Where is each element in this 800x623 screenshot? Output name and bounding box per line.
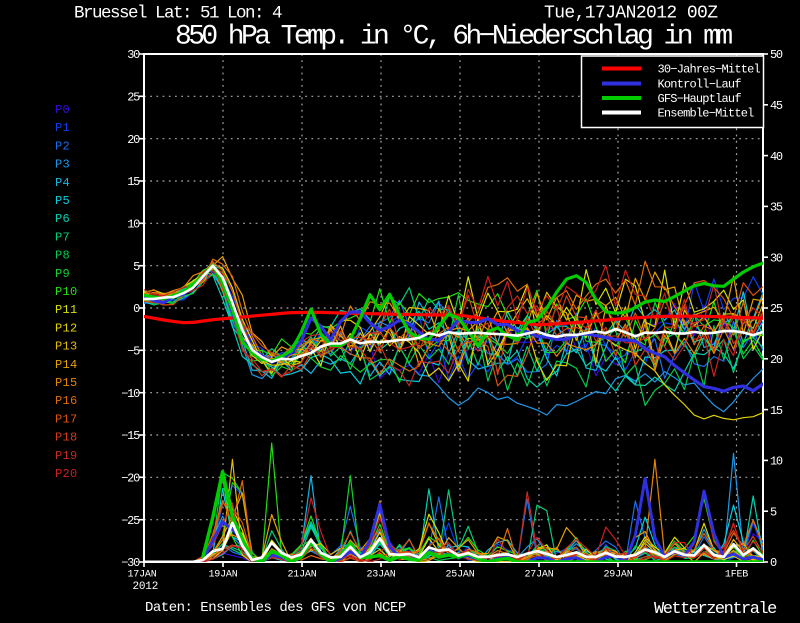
svg-text:P16: P16 <box>55 394 78 408</box>
svg-text:21JAN: 21JAN <box>287 570 316 581</box>
svg-text:P3: P3 <box>55 158 70 172</box>
svg-text:29JAN: 29JAN <box>603 570 632 581</box>
svg-text:25JAN: 25JAN <box>445 570 474 581</box>
svg-text:P7: P7 <box>55 230 70 244</box>
svg-text:2012: 2012 <box>133 581 159 593</box>
svg-text:P1: P1 <box>55 121 70 135</box>
svg-text:P17: P17 <box>55 412 78 426</box>
svg-text:P19: P19 <box>55 449 78 463</box>
svg-text:P0: P0 <box>55 103 70 117</box>
svg-text:−5: −5 <box>127 345 140 359</box>
svg-text:17JAN: 17JAN <box>127 570 156 581</box>
svg-text:25: 25 <box>127 91 140 105</box>
svg-text:15: 15 <box>770 404 783 418</box>
svg-text:19JAN: 19JAN <box>208 570 237 581</box>
svg-text:P11: P11 <box>55 303 78 317</box>
svg-text:5: 5 <box>770 505 777 519</box>
svg-text:P8: P8 <box>55 249 70 263</box>
svg-text:35: 35 <box>770 201 783 215</box>
svg-text:GFS−Hauptlauf: GFS−Hauptlauf <box>658 92 742 106</box>
svg-text:P12: P12 <box>55 321 78 335</box>
svg-text:Kontroll−Lauf: Kontroll−Lauf <box>658 78 742 92</box>
svg-text:P9: P9 <box>55 267 70 281</box>
svg-text:25: 25 <box>770 302 783 316</box>
svg-text:Daten: Ensembles des GFS von N: Daten: Ensembles des GFS von NCEP <box>145 600 406 616</box>
svg-text:P4: P4 <box>55 176 70 190</box>
svg-text:30: 30 <box>770 251 783 265</box>
svg-text:10: 10 <box>127 218 140 232</box>
svg-text:10: 10 <box>770 455 783 469</box>
svg-text:Tue,17JAN2012 00Z: Tue,17JAN2012 00Z <box>544 4 718 24</box>
svg-text:50: 50 <box>770 48 783 62</box>
svg-text:Bruessel Lat: 51 Lon: 4: Bruessel Lat: 51 Lon: 4 <box>74 4 282 24</box>
svg-text:30−Jahres−Mittel: 30−Jahres−Mittel <box>658 63 761 77</box>
svg-text:1FEB: 1FEB <box>725 570 748 581</box>
svg-text:P5: P5 <box>55 194 70 208</box>
svg-text:P15: P15 <box>55 376 78 390</box>
svg-text:−20: −20 <box>121 472 140 486</box>
svg-text:P10: P10 <box>55 285 78 299</box>
svg-text:45: 45 <box>770 99 783 113</box>
svg-text:0: 0 <box>133 302 140 316</box>
svg-text:−15: −15 <box>121 429 140 443</box>
svg-text:P20: P20 <box>55 467 78 481</box>
svg-text:P2: P2 <box>55 139 70 153</box>
svg-text:23JAN: 23JAN <box>366 570 395 581</box>
svg-text:27JAN: 27JAN <box>524 570 553 581</box>
svg-text:20: 20 <box>770 353 783 367</box>
svg-text:Ensemble−Mittel: Ensemble−Mittel <box>658 107 755 121</box>
svg-text:−25: −25 <box>121 514 140 528</box>
svg-text:−30: −30 <box>121 556 140 570</box>
svg-text:5: 5 <box>133 260 140 274</box>
svg-text:850 hPa Temp. in °C, 6h−Nieder: 850 hPa Temp. in °C, 6h−Niederschlag in … <box>175 22 732 53</box>
svg-text:P13: P13 <box>55 340 78 354</box>
svg-text:20: 20 <box>127 133 140 147</box>
svg-text:40: 40 <box>770 150 783 164</box>
svg-text:P18: P18 <box>55 431 78 445</box>
svg-text:0: 0 <box>770 556 777 570</box>
svg-text:P14: P14 <box>55 358 78 372</box>
svg-text:Wetterzentrale: Wetterzentrale <box>654 600 777 618</box>
svg-text:P6: P6 <box>55 212 70 226</box>
svg-text:15: 15 <box>127 175 140 189</box>
svg-text:30: 30 <box>127 48 140 62</box>
svg-text:−10: −10 <box>121 387 140 401</box>
